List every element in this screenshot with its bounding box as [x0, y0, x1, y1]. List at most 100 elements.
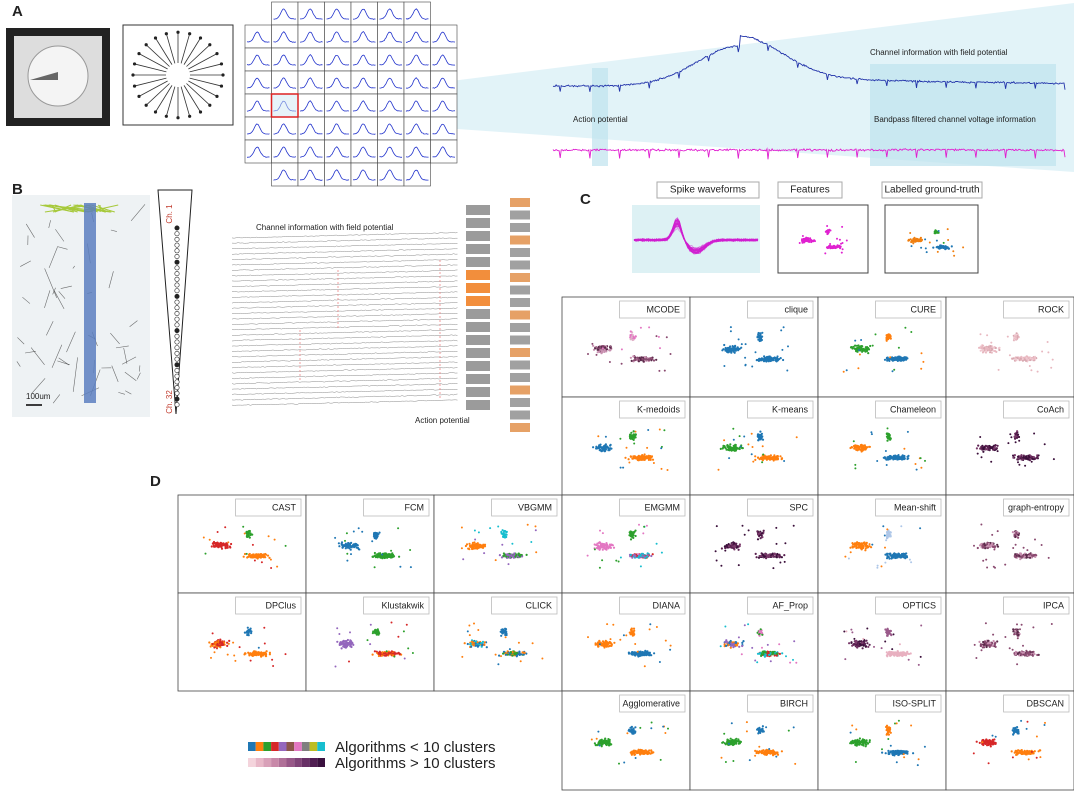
grid-cell: [430, 116, 458, 141]
point: [986, 334, 989, 337]
point: [827, 231, 830, 234]
point: [477, 644, 480, 647]
channel-trace: [326, 146, 350, 158]
point: [643, 356, 647, 359]
circuit-pad: [188, 32, 192, 36]
waveform-box: [466, 348, 490, 358]
point: [385, 555, 388, 559]
point: [884, 450, 887, 452]
point: [609, 346, 612, 349]
grid-cell: [350, 93, 378, 118]
algorithm-name: SPC: [789, 502, 808, 512]
point: [226, 546, 229, 549]
point: [730, 449, 733, 452]
point: [622, 466, 625, 469]
point: [725, 644, 728, 648]
circuit-pad: [144, 43, 148, 47]
probe-trace: [231, 361, 458, 369]
point: [468, 634, 471, 637]
waveform-box: [510, 260, 530, 270]
point: [980, 456, 983, 459]
grid-cell: [377, 116, 405, 141]
circuit-line: [165, 86, 176, 117]
point: [860, 543, 864, 546]
point: [366, 639, 369, 642]
point: [839, 245, 842, 248]
probe-trace: [231, 351, 458, 358]
point: [216, 543, 219, 547]
point: [1037, 454, 1040, 457]
point: [1041, 350, 1044, 353]
point: [509, 651, 512, 654]
point: [982, 448, 985, 451]
point: [906, 430, 909, 433]
point: [976, 546, 979, 550]
point: [870, 431, 873, 434]
point: [765, 357, 768, 360]
point: [1024, 464, 1027, 467]
point: [636, 650, 639, 653]
point: [729, 446, 733, 449]
point: [228, 545, 231, 548]
dendrite: [110, 332, 120, 345]
point: [522, 653, 525, 656]
probe-trace: [231, 237, 458, 244]
point: [345, 532, 348, 535]
point: [643, 453, 646, 456]
point: [1014, 556, 1017, 559]
point: [751, 446, 754, 448]
point: [1007, 442, 1010, 445]
point: [642, 532, 645, 535]
point: [249, 659, 252, 662]
channel-trace: [406, 123, 429, 135]
point: [251, 543, 254, 546]
circuit-line: [180, 33, 191, 64]
channel-trace: [273, 169, 297, 181]
point: [243, 532, 246, 535]
point: [1013, 454, 1017, 457]
point: [1029, 358, 1032, 362]
electrode: [174, 259, 180, 265]
point: [795, 436, 798, 439]
waveform-box: [466, 231, 490, 241]
point: [738, 645, 741, 648]
point: [729, 345, 732, 348]
point: [786, 369, 789, 372]
point: [978, 346, 981, 349]
point: [762, 529, 765, 532]
point: [759, 631, 762, 634]
point: [1015, 335, 1018, 338]
point: [217, 644, 221, 647]
point: [641, 357, 644, 360]
point: [518, 554, 522, 558]
point: [1034, 555, 1037, 559]
point: [251, 533, 254, 536]
point: [882, 525, 885, 528]
point: [634, 529, 637, 532]
electrode: [174, 396, 180, 402]
point: [994, 566, 996, 569]
channel-trace: [379, 54, 403, 66]
waveform-box: [510, 410, 530, 420]
point: [756, 661, 759, 664]
point: [750, 453, 753, 456]
point: [600, 349, 604, 352]
point: [719, 645, 722, 648]
point: [387, 652, 390, 655]
point: [336, 627, 339, 630]
circuit-pad: [208, 43, 212, 47]
point: [373, 531, 376, 535]
dendrite: [55, 229, 65, 242]
point: [341, 641, 344, 644]
point: [379, 556, 382, 559]
point: [596, 643, 599, 646]
point: [729, 443, 732, 446]
channel-trace: [405, 100, 429, 112]
point: [851, 545, 854, 548]
point: [757, 532, 760, 536]
point: [610, 447, 613, 450]
point: [1030, 460, 1033, 463]
point: [883, 358, 887, 361]
point: [762, 360, 766, 363]
point: [795, 661, 798, 664]
